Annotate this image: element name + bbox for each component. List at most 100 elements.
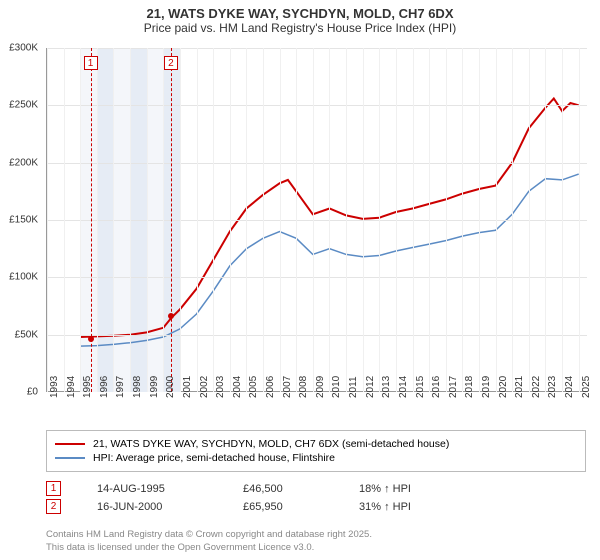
x-gridline [296, 48, 297, 392]
x-axis-label: 2018 [464, 376, 475, 398]
x-gridline [280, 48, 281, 392]
sale-badge: 2 [46, 499, 61, 514]
sale-marker-badge: 2 [164, 56, 178, 70]
x-gridline [213, 48, 214, 392]
x-gridline [496, 48, 497, 392]
sale-point [88, 336, 94, 342]
sale-delta: 18% ↑ HPI [359, 483, 411, 495]
y-axis-label: £300K [9, 43, 38, 54]
x-gridline [363, 48, 364, 392]
x-axis-label: 2009 [315, 376, 326, 398]
x-axis-label: 2005 [248, 376, 259, 398]
y-gridline [47, 105, 587, 106]
x-gridline [346, 48, 347, 392]
x-axis-label: 2012 [365, 376, 376, 398]
legend-label: 21, WATS DYKE WAY, SYCHDYN, MOLD, CH7 6D… [93, 438, 449, 450]
x-axis-label: 2019 [481, 376, 492, 398]
x-gridline [413, 48, 414, 392]
y-axis-label: £250K [9, 100, 38, 111]
x-axis-label: 1995 [82, 376, 93, 398]
x-gridline [512, 48, 513, 392]
x-axis-label: 2000 [165, 376, 176, 398]
x-gridline [246, 48, 247, 392]
x-gridline [97, 48, 98, 392]
x-axis-label: 2006 [265, 376, 276, 398]
y-gridline [47, 48, 587, 49]
legend-swatch [55, 457, 85, 459]
x-axis-label: 2004 [232, 376, 243, 398]
x-axis-label: 2014 [398, 376, 409, 398]
x-axis-label: 1998 [132, 376, 143, 398]
attribution-line2: This data is licensed under the Open Gov… [46, 542, 372, 554]
chart-title-line2: Price paid vs. HM Land Registry's House … [0, 21, 600, 37]
x-gridline [80, 48, 81, 392]
sale-row: 1 14-AUG-1995 £46,500 18% ↑ HPI [46, 481, 411, 496]
sale-delta: 31% ↑ HPI [359, 501, 411, 513]
legend-swatch [55, 443, 85, 445]
x-gridline [47, 48, 48, 392]
x-axis-label: 2025 [581, 376, 592, 398]
x-axis-label: 2003 [215, 376, 226, 398]
x-axis-label: 1999 [149, 376, 160, 398]
sale-marker-badge: 1 [84, 56, 98, 70]
y-axis-label: £0 [27, 387, 38, 398]
sale-price: £65,950 [243, 501, 323, 513]
chart: 12 £0£50K£100K£150K£200K£250K£300K199319… [46, 48, 586, 392]
attribution-line1: Contains HM Land Registry data © Crown c… [46, 529, 372, 541]
x-axis-label: 2024 [564, 376, 575, 398]
x-gridline [147, 48, 148, 392]
sale-price: £46,500 [243, 483, 323, 495]
x-axis-label: 2021 [514, 376, 525, 398]
attribution: Contains HM Land Registry data © Crown c… [46, 529, 372, 554]
x-gridline [329, 48, 330, 392]
legend-label: HPI: Average price, semi-detached house,… [93, 452, 335, 464]
sale-date: 16-JUN-2000 [97, 501, 207, 513]
y-gridline [47, 163, 587, 164]
x-gridline [113, 48, 114, 392]
x-axis-label: 2001 [182, 376, 193, 398]
legend-item: HPI: Average price, semi-detached house,… [55, 452, 577, 464]
x-axis-label: 2015 [415, 376, 426, 398]
x-axis-label: 2010 [331, 376, 342, 398]
y-axis-label: £50K [15, 329, 38, 340]
chart-title-line1: 21, WATS DYKE WAY, SYCHDYN, MOLD, CH7 6D… [0, 0, 600, 21]
x-gridline [396, 48, 397, 392]
x-gridline [197, 48, 198, 392]
y-axis-label: £100K [9, 272, 38, 283]
sale-marker-line [171, 48, 172, 392]
sale-badge: 1 [46, 481, 61, 496]
x-axis-label: 2008 [298, 376, 309, 398]
x-gridline [446, 48, 447, 392]
x-axis-label: 2017 [448, 376, 459, 398]
x-gridline [130, 48, 131, 392]
y-gridline [47, 277, 587, 278]
y-gridline [47, 335, 587, 336]
x-gridline [562, 48, 563, 392]
x-axis-label: 1993 [49, 376, 60, 398]
x-axis-label: 2022 [531, 376, 542, 398]
x-gridline [163, 48, 164, 392]
x-axis-label: 2023 [547, 376, 558, 398]
sale-date: 14-AUG-1995 [97, 483, 207, 495]
sales-table: 1 14-AUG-1995 £46,500 18% ↑ HPI 2 16-JUN-2000… [46, 478, 411, 517]
x-gridline [579, 48, 580, 392]
legend-item: 21, WATS DYKE WAY, SYCHDYN, MOLD, CH7 6D… [55, 438, 577, 450]
x-gridline [529, 48, 530, 392]
x-gridline [180, 48, 181, 392]
x-gridline [379, 48, 380, 392]
x-axis-label: 1997 [115, 376, 126, 398]
x-axis-label: 2002 [199, 376, 210, 398]
y-axis-label: £150K [9, 215, 38, 226]
x-gridline [263, 48, 264, 392]
x-gridline [313, 48, 314, 392]
x-gridline [64, 48, 65, 392]
x-axis-label: 2011 [348, 376, 359, 398]
x-axis-label: 2020 [498, 376, 509, 398]
sale-row: 2 16-JUN-2000 £65,950 31% ↑ HPI [46, 499, 411, 514]
x-axis-label: 1996 [99, 376, 110, 398]
x-gridline [479, 48, 480, 392]
x-axis-label: 2013 [381, 376, 392, 398]
x-axis-label: 1994 [66, 376, 77, 398]
legend: 21, WATS DYKE WAY, SYCHDYN, MOLD, CH7 6D… [46, 430, 586, 472]
x-gridline [545, 48, 546, 392]
